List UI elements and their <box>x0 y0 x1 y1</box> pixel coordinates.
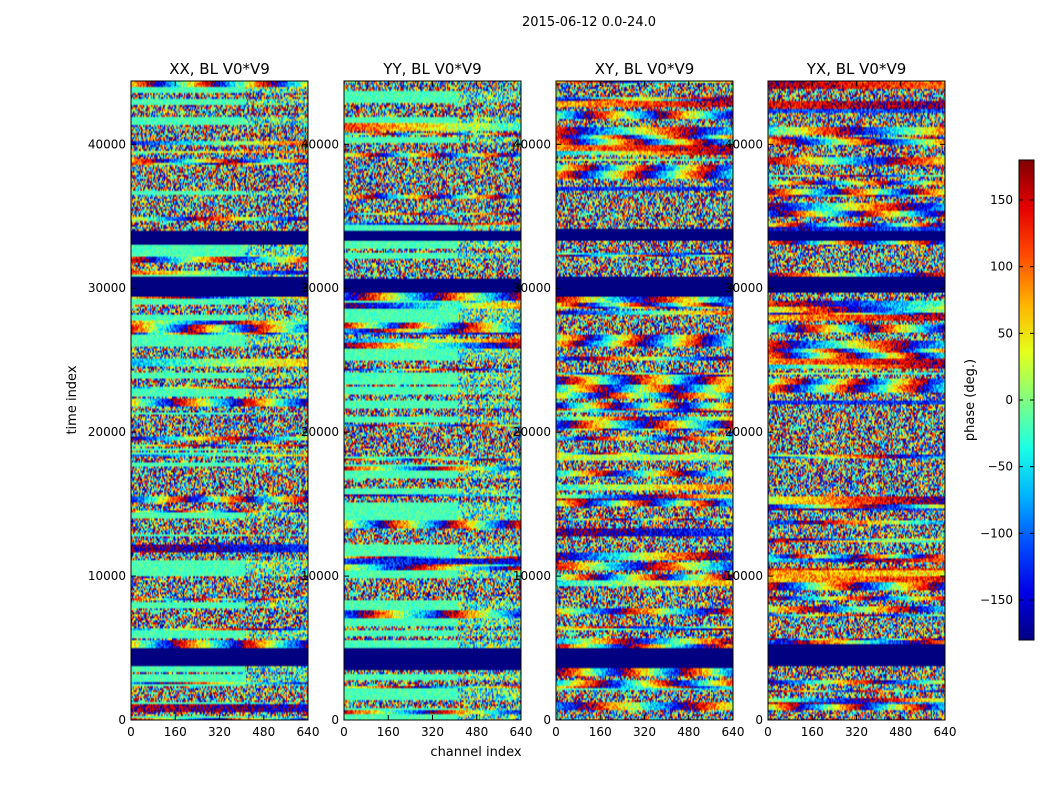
x-tick-label: 320 <box>633 725 656 739</box>
colorbar-tick-label: 150 <box>990 193 1013 207</box>
x-tick-label: 320 <box>421 725 444 739</box>
waterfall-image <box>768 81 945 720</box>
x-tick-label: 0 <box>764 725 772 739</box>
y-tick-label: 30000 <box>301 281 339 295</box>
colorbar: −150 −100 −50 0 50 100 150 <box>980 159 1035 641</box>
waterfall-image <box>131 81 308 720</box>
figure-suptitle: 2015-06-12 0.0-24.0 <box>522 15 656 30</box>
y-tick-label: 20000 <box>301 425 339 439</box>
panel-title: XX, BL V0*V9 <box>169 60 270 78</box>
x-tick-label: 160 <box>589 725 612 739</box>
waterfall-image <box>556 81 733 720</box>
x-tick-label: 320 <box>845 725 868 739</box>
colorbar-tick-label: 50 <box>998 326 1013 340</box>
x-axis-label: channel index <box>430 745 521 760</box>
x-tick-label: 640 <box>297 725 320 739</box>
y-tick-label: 30000 <box>725 281 763 295</box>
x-tick-label: 0 <box>552 725 560 739</box>
y-tick-label: 10000 <box>725 569 763 583</box>
x-tick-label: 0 <box>127 725 135 739</box>
x-tick-label: 640 <box>510 725 533 739</box>
colorbar-tick-label: −50 <box>988 460 1013 474</box>
x-tick-label: 320 <box>208 725 231 739</box>
y-tick-label: 20000 <box>88 425 126 439</box>
y-tick-label: 0 <box>118 713 126 727</box>
panels-group: XX, BL V0*V9 0 160 320 480 640 0 10000 20000 3000… <box>88 60 957 739</box>
colorbar-tick-label: 0 <box>1005 393 1013 407</box>
waterfall-image <box>344 81 521 720</box>
x-tick-label: 0 <box>340 725 348 739</box>
y-tick-label: 40000 <box>88 137 126 151</box>
panel-yx: YX, BL V0*V9 0 160 320 480 640 0 10000 20000 3000… <box>725 60 957 739</box>
y-tick-label: 10000 <box>513 569 551 583</box>
x-tick-label: 160 <box>164 725 187 739</box>
y-tick-label: 0 <box>543 713 551 727</box>
x-tick-label: 640 <box>934 725 957 739</box>
panel-xx: XX, BL V0*V9 0 160 320 480 640 0 10000 20000 3000… <box>88 60 320 739</box>
y-tick-label: 40000 <box>513 137 551 151</box>
colorbar-tick-label: 100 <box>990 260 1013 274</box>
y-axis-label: time index <box>65 365 80 434</box>
x-tick-label: 480 <box>677 725 700 739</box>
y-tick-label: 10000 <box>301 569 339 583</box>
x-tick-label: 480 <box>889 725 912 739</box>
x-tick-label: 640 <box>722 725 745 739</box>
x-tick-label: 480 <box>252 725 275 739</box>
y-tick-label: 10000 <box>88 569 126 583</box>
panel-title: YY, BL V0*V9 <box>382 60 481 78</box>
y-tick-label: 20000 <box>725 425 763 439</box>
colorbar-label: phase (deg.) <box>963 359 978 441</box>
y-tick-label: 30000 <box>88 281 126 295</box>
y-tick-label: 20000 <box>513 425 551 439</box>
y-tick-label: 0 <box>755 713 763 727</box>
colorbar-tick-label: −100 <box>980 526 1013 540</box>
y-tick-label: 30000 <box>513 281 551 295</box>
panel-title: YX, BL V0*V9 <box>806 60 907 78</box>
y-tick-label: 40000 <box>301 137 339 151</box>
colorbar-tick-label: −150 <box>980 593 1013 607</box>
x-tick-label: 480 <box>465 725 488 739</box>
x-tick-label: 160 <box>801 725 824 739</box>
panel-title: XY, BL V0*V9 <box>595 60 695 78</box>
x-tick-label: 160 <box>377 725 400 739</box>
panel-xy: XY, BL V0*V9 0 160 320 480 640 0 10000 20000 3000… <box>513 60 745 739</box>
panel-yy: YY, BL V0*V9 0 160 320 480 640 0 10000 20000 3000… <box>301 60 533 739</box>
y-tick-label: 40000 <box>725 137 763 151</box>
y-tick-label: 0 <box>331 713 339 727</box>
